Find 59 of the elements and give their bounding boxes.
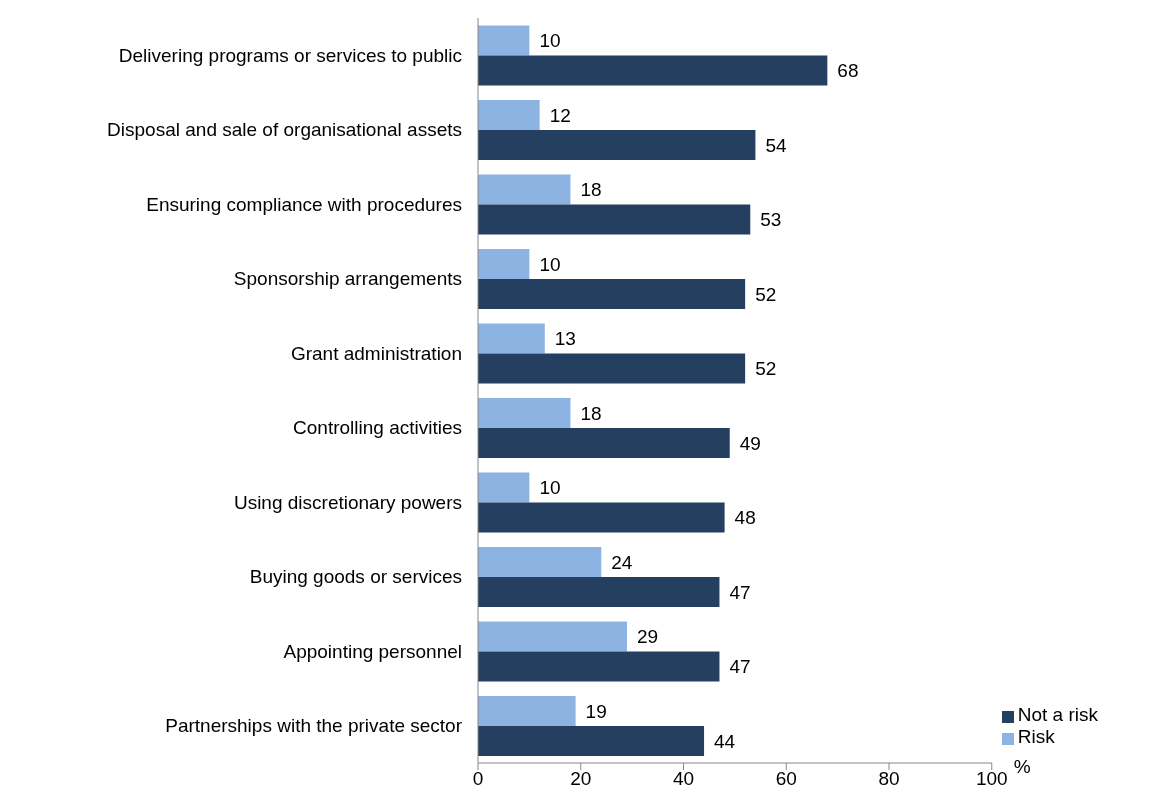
y-tick-label: Ensuring compliance with procedures bbox=[146, 193, 462, 215]
bar bbox=[478, 25, 530, 56]
data-label: 18 bbox=[580, 402, 602, 424]
data-label: 47 bbox=[729, 656, 751, 678]
bar bbox=[478, 546, 602, 577]
data-label: 54 bbox=[765, 134, 787, 156]
bar bbox=[478, 353, 746, 384]
data-label: 49 bbox=[739, 432, 761, 454]
bar bbox=[478, 427, 730, 458]
bar bbox=[478, 129, 756, 160]
bar bbox=[478, 576, 720, 607]
y-tick-label: Partnerships with the private sector bbox=[165, 715, 463, 737]
x-tick-label: 60 bbox=[775, 768, 797, 790]
data-label: 52 bbox=[755, 358, 777, 380]
bar bbox=[478, 502, 725, 533]
x-tick-label: 100 bbox=[975, 768, 1008, 790]
y-tick-label: Controlling activities bbox=[293, 417, 462, 439]
data-label: 52 bbox=[755, 283, 777, 305]
data-label: 10 bbox=[539, 253, 561, 275]
data-label: 10 bbox=[539, 30, 561, 52]
data-label: 53 bbox=[760, 209, 782, 231]
y-tick-label: Buying goods or services bbox=[249, 566, 462, 588]
data-label: 24 bbox=[611, 551, 633, 573]
data-label: 13 bbox=[554, 328, 576, 350]
y-tick-label: Appointing personnel bbox=[283, 640, 462, 662]
legend-label: Not a risk bbox=[1017, 704, 1098, 725]
bar bbox=[478, 695, 576, 726]
bar bbox=[478, 248, 530, 279]
data-label: 47 bbox=[729, 581, 751, 603]
bar bbox=[478, 397, 571, 428]
bar bbox=[478, 174, 571, 205]
y-tick-label: Using discretionary powers bbox=[233, 491, 462, 513]
x-axis-title: % bbox=[1013, 755, 1031, 777]
bar bbox=[478, 204, 751, 235]
bar bbox=[478, 278, 746, 309]
data-label: 12 bbox=[549, 104, 571, 126]
bar bbox=[478, 55, 828, 86]
y-tick-label: Grant administration bbox=[290, 342, 462, 364]
data-label: 68 bbox=[837, 60, 859, 82]
x-tick-label: 40 bbox=[672, 768, 695, 790]
data-label: 48 bbox=[734, 507, 756, 529]
data-label: 19 bbox=[585, 700, 607, 722]
x-tick-label: 0 bbox=[472, 768, 484, 790]
x-tick-label: 80 bbox=[878, 768, 900, 790]
data-label: 10 bbox=[539, 477, 561, 499]
bar bbox=[478, 99, 540, 130]
y-tick-label: Disposal and sale of organisational assets bbox=[107, 119, 462, 141]
bar bbox=[478, 323, 545, 354]
bar bbox=[478, 651, 720, 682]
x-tick-label: 20 bbox=[570, 768, 592, 790]
legend-label: Risk bbox=[1017, 726, 1055, 747]
data-label: 29 bbox=[636, 626, 659, 648]
y-tick-label: Sponsorship arrangements bbox=[233, 268, 462, 290]
data-label: 18 bbox=[580, 179, 602, 201]
bar bbox=[478, 725, 705, 756]
bar bbox=[478, 472, 530, 503]
bar bbox=[478, 621, 627, 652]
data-label: 44 bbox=[714, 730, 736, 752]
y-tick-label: Delivering programs or services to public bbox=[118, 44, 462, 66]
